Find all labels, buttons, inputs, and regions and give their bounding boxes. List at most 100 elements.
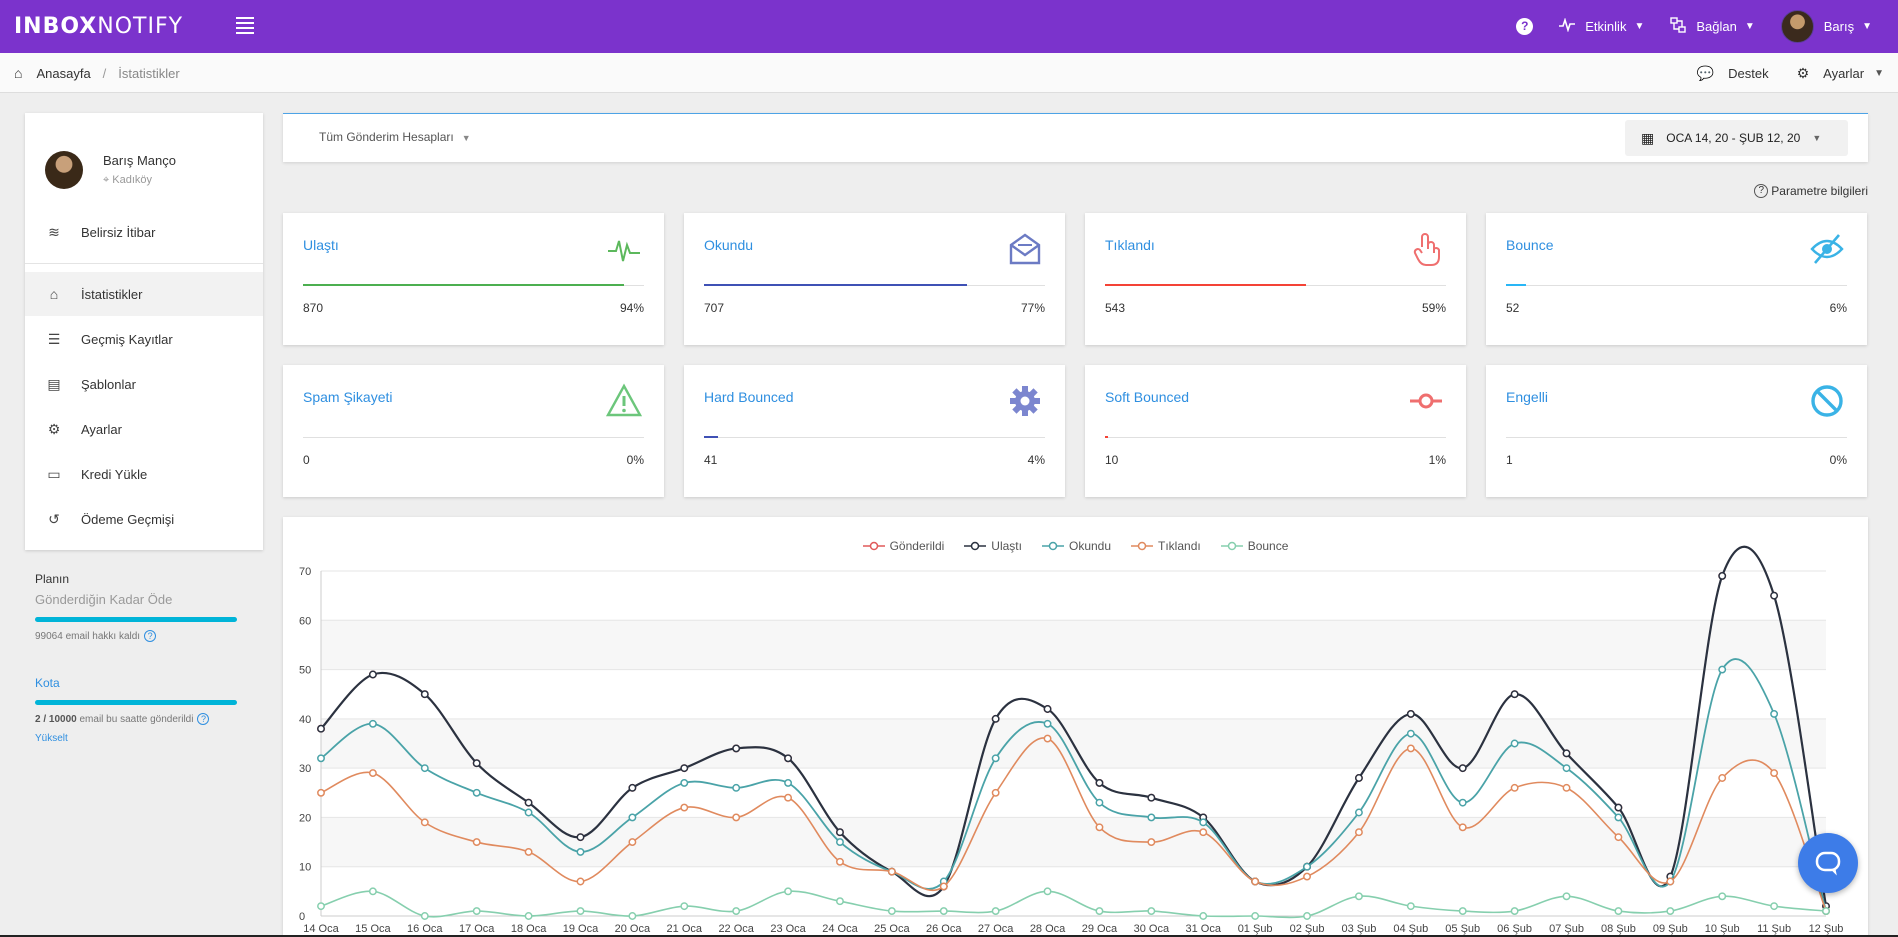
stat-card[interactable]: Bounce 52 6% — [1486, 213, 1867, 345]
app-logo[interactable]: INBOXNOTIFY — [14, 14, 183, 39]
stat-title: Okundu — [704, 237, 754, 253]
legend-item[interactable]: Gönderildi — [862, 539, 944, 553]
y-tick-label: 0 — [299, 911, 305, 923]
data-point — [836, 897, 844, 906]
legend-swatch — [964, 541, 987, 551]
sidebar-item-reputation[interactable]: ≋ Belirsiz İtibar — [25, 210, 263, 254]
x-tick-label: 09 Şub — [1653, 923, 1688, 935]
parameter-info-link[interactable]: ? Parametre bilgileri — [1754, 184, 1868, 198]
data-point — [732, 813, 741, 822]
data-point — [1251, 912, 1260, 920]
menu-icon[interactable] — [236, 17, 254, 34]
stat-card[interactable]: Hard Bounced 41 4% — [684, 365, 1065, 497]
quota-label[interactable]: Kota — [35, 676, 60, 690]
breadcrumb-home[interactable]: Anasayfa — [36, 65, 91, 81]
data-point — [991, 907, 1000, 916]
legend-swatch — [862, 541, 885, 551]
data-point — [524, 808, 533, 817]
support-link[interactable]: 💬 Destek — [1697, 65, 1769, 82]
sidebar-item-label: Kredi Yükle — [81, 466, 148, 482]
legend-item[interactable]: Ulaştı — [964, 539, 1022, 553]
logo-part: X — [79, 14, 98, 39]
data-point — [1562, 749, 1571, 758]
help-icon[interactable]: ? — [144, 630, 157, 642]
legend-item[interactable]: Bounce — [1220, 539, 1288, 553]
help-icon[interactable]: ? — [197, 713, 210, 725]
data-point — [1458, 764, 1467, 773]
sidebar-item-templates[interactable]: ▤ Şablonlar — [25, 362, 263, 406]
list-icon: ☰ — [47, 330, 61, 347]
stat-title: Bounce — [1506, 237, 1554, 253]
account-select[interactable]: Tüm Gönderim Hesapları ▼ — [319, 130, 471, 144]
location-pin-icon: ⌖ — [103, 174, 113, 186]
x-tick-label: 16 Oca — [407, 923, 443, 935]
plan-name: Gönderdiğin Kadar Öde — [35, 592, 173, 607]
data-point — [1147, 793, 1156, 802]
data-point — [1043, 734, 1052, 743]
data-point — [524, 912, 533, 920]
home-icon[interactable]: ⌂ — [14, 65, 23, 81]
legend-item[interactable]: Tıklandı — [1131, 539, 1201, 553]
legend-label: Okundu — [1068, 539, 1112, 553]
sidebar-item-statistics[interactable]: ⌂ İstatistikler — [25, 272, 263, 316]
profile-location: ⌖ Kadıköy — [103, 174, 176, 187]
activity-dropdown[interactable]: Etkinlik ▼ — [1559, 16, 1644, 36]
filter-bar: Tüm Gönderim Hesapları ▼ ▦ OCA 14, 20 - Ş… — [283, 113, 1868, 162]
x-tick-label: 18 Oca — [511, 923, 547, 935]
plan-panel: Planın Gönderdiğin Kadar Öde 99064 email… — [35, 572, 245, 744]
data-point — [472, 759, 481, 768]
quota-text: 2 / 10000 email bu saatte gönderildi? — [35, 713, 245, 725]
data-point — [1718, 892, 1727, 901]
data-point — [1510, 690, 1519, 699]
stat-card[interactable]: Tıklandı 543 59% — [1085, 213, 1466, 345]
activity-icon — [1559, 16, 1576, 36]
user-profile[interactable]: Barış Manço ⌖ Kadıköy — [45, 151, 176, 189]
stat-card[interactable]: Ulaştı 870 94% — [283, 213, 664, 345]
sidebar-item-payment-history[interactable]: ↺ Ödeme Geçmişi — [25, 497, 263, 541]
sidebar-item-history-logs[interactable]: ☰ Geçmiş Kayıtlar — [25, 317, 263, 361]
x-tick-label: 12 Şub — [1809, 923, 1844, 935]
stat-progress-fill — [1105, 284, 1307, 286]
data-point — [1354, 828, 1363, 837]
stat-value: 10 — [1105, 453, 1119, 467]
credits-progress-bar — [35, 617, 237, 622]
chevron-down-icon: ▼ — [1812, 133, 1822, 143]
date-range-picker[interactable]: ▦ OCA 14, 20 - ŞUB 12, 20 ▼ — [1625, 120, 1848, 156]
stat-value: 0 — [303, 453, 310, 467]
x-tick-label: 02 Şub — [1290, 923, 1325, 935]
date-range-value: OCA 14, 20 - ŞUB 12, 20 — [1666, 131, 1801, 145]
help-icon[interactable]: ? — [1516, 18, 1534, 35]
sidebar-item-load-credit[interactable]: ▭ Kredi Yükle — [25, 452, 263, 496]
stat-card[interactable]: Engelli 1 0% — [1486, 365, 1867, 497]
data-point — [1199, 912, 1208, 920]
chevron-down-icon: ▼ — [1874, 68, 1884, 79]
stat-title: Engelli — [1506, 389, 1549, 405]
data-point — [1406, 709, 1415, 718]
data-point — [628, 813, 637, 822]
help-icon: ? — [1754, 184, 1769, 198]
user-menu[interactable]: Barış ▼ — [1780, 10, 1872, 43]
series-line — [320, 890, 1827, 919]
data-point — [836, 828, 844, 837]
upgrade-link[interactable]: Yükselt — [35, 733, 68, 744]
sidebar-item-settings[interactable]: ⚙ Ayarlar — [25, 407, 263, 451]
stat-card[interactable]: Soft Bounced 10 1% — [1085, 365, 1466, 497]
connect-dropdown[interactable]: Bağlan ▼ — [1670, 16, 1755, 37]
y-tick-label: 20 — [299, 812, 311, 824]
stat-progress-track — [303, 437, 644, 438]
legend-item[interactable]: Okundu — [1041, 539, 1112, 553]
breadcrumb-current: İstatistikler — [118, 65, 180, 81]
data-point — [1147, 813, 1156, 822]
stat-card[interactable]: Okundu 707 77% — [684, 213, 1065, 345]
stat-card[interactable]: Spam Şikayeti 0 0% — [283, 365, 664, 497]
data-point — [1510, 907, 1519, 916]
data-point — [1043, 887, 1052, 896]
open-mail-icon — [1007, 231, 1043, 267]
x-tick-label: 01 Şub — [1238, 923, 1273, 935]
settings-dropdown[interactable]: ⚙ Ayarlar ▼ — [1797, 65, 1884, 82]
chat-button[interactable] — [1798, 833, 1858, 893]
data-point — [836, 857, 844, 866]
data-point — [576, 907, 585, 916]
logo-part: O — [60, 14, 80, 39]
stat-progress-fill — [1506, 284, 1527, 286]
